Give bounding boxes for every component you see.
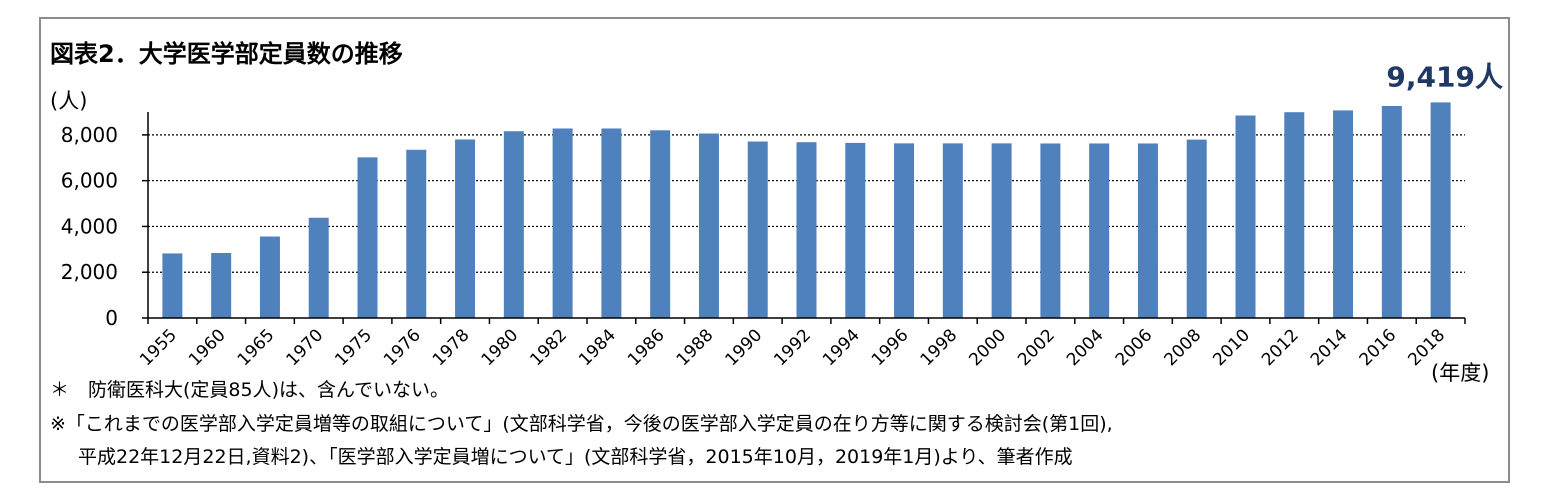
x-tick-label-1965: 1965 — [234, 325, 279, 370]
x-tick-label-2002: 2002 — [1014, 325, 1059, 370]
bar-1990 — [747, 141, 768, 318]
y-tick-labels: 0 2,000 4,000 6,000 8,000 — [61, 123, 118, 330]
bar-2018 — [1430, 102, 1451, 319]
bar-1988 — [698, 133, 719, 318]
chart-frame — [39, 17, 1510, 483]
x-tick-label-1976: 1976 — [380, 325, 425, 370]
y-tick-label: 0 — [105, 306, 118, 330]
x-tick-label-1998: 1998 — [917, 325, 962, 370]
y-tick-label: 2,000 — [61, 260, 118, 284]
bar-1965 — [259, 236, 280, 318]
x-tick-label-2012: 2012 — [1258, 325, 1303, 370]
x-tick-label-2016: 2016 — [1356, 325, 1401, 370]
bar-1975 — [357, 157, 378, 318]
x-tick-label-1990: 1990 — [722, 325, 767, 370]
y-tick-label: 4,000 — [61, 214, 118, 238]
y-tick-label: 8,000 — [61, 123, 118, 147]
bar-1970 — [308, 217, 329, 318]
bar-2000 — [991, 143, 1012, 318]
x-tick-label-2000: 2000 — [965, 325, 1010, 370]
x-tick-label-2006: 2006 — [1112, 325, 1157, 370]
note-source-line2: 平成22年12月22日,資料2)、「医学部入学定員増について」(文部科学省，20… — [78, 446, 1073, 468]
note-exclusion: ＊ 防衛医科大(定員85人)は、含んでいない。 — [50, 379, 450, 401]
bar-1980 — [503, 131, 524, 318]
x-tick-label-1960: 1960 — [185, 325, 230, 370]
x-tick-labels: 1955 1960 1965 1970 1975 1976 1978 1980 1982 1984… — [136, 325, 1449, 370]
bar-2008 — [1186, 139, 1207, 318]
bar-1976 — [406, 149, 427, 318]
note-source-line1: ※「これまでの医学部入学定員増等の取組について」(文部科学省，今後の医学部入学定… — [50, 413, 1113, 435]
x-tick-label-1986: 1986 — [624, 325, 669, 370]
bar-2002 — [1040, 143, 1061, 318]
bar-1986 — [650, 130, 671, 318]
x-tick-label-1988: 1988 — [673, 325, 718, 370]
bar-2006 — [1137, 143, 1158, 318]
x-tick-label-2014: 2014 — [1307, 325, 1352, 370]
bar-2012 — [1284, 112, 1305, 319]
bar-1996 — [894, 143, 915, 318]
y-tick-label: 6,000 — [61, 169, 118, 193]
bar-1982 — [552, 128, 573, 318]
bar-2010 — [1235, 115, 1256, 318]
bars — [162, 102, 1451, 319]
bar-2004 — [1089, 143, 1110, 318]
x-tick-label-2010: 2010 — [1209, 325, 1254, 370]
axes — [142, 112, 1466, 324]
x-tick-label-1978: 1978 — [429, 325, 474, 370]
x-axis-unit: (年度) — [1431, 361, 1490, 385]
x-tick-label-1984: 1984 — [575, 325, 620, 370]
x-tick-label-2018: 2018 — [1404, 325, 1449, 370]
bar-2016 — [1381, 106, 1402, 318]
bar-1998 — [942, 143, 963, 318]
max-value-callout: 9,419人 — [1386, 60, 1503, 93]
x-tick-label-1970: 1970 — [283, 325, 328, 370]
x-tick-label-1980: 1980 — [478, 325, 523, 370]
x-tick-label-2008: 2008 — [1161, 325, 1206, 370]
bar-1992 — [796, 142, 817, 318]
x-tick-label-1982: 1982 — [526, 325, 571, 370]
bar-1994 — [845, 142, 866, 318]
x-tick-label-1955: 1955 — [136, 325, 181, 370]
x-tick-label-2004: 2004 — [1063, 325, 1108, 370]
y-axis-unit: (人) — [50, 89, 88, 113]
x-tick-label-1996: 1996 — [868, 325, 913, 370]
chart-title: 図表2．大学医学部定員数の推移 — [50, 40, 403, 68]
bar-1984 — [601, 128, 622, 318]
bar-1960 — [211, 252, 232, 318]
x-tick-label-1992: 1992 — [770, 325, 815, 370]
bar-2014 — [1333, 110, 1354, 318]
x-tick-label-1975: 1975 — [331, 325, 376, 370]
bar-1955 — [162, 253, 183, 318]
x-tick-label-1994: 1994 — [819, 325, 864, 370]
bar-1978 — [455, 139, 476, 318]
